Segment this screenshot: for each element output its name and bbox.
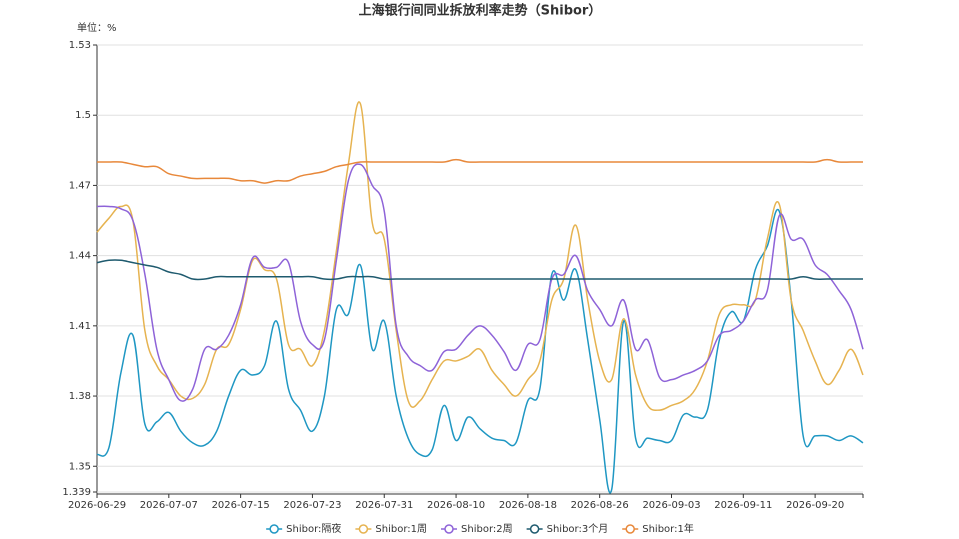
legend-label: Shibor:1年 [642, 522, 694, 535]
y-tick-label: 1.35 [69, 461, 91, 472]
legend-label: Shibor:隔夜 [286, 522, 341, 535]
x-tick-label: 2026-07-15 [212, 500, 270, 511]
legend-item: Shibor:1年 [622, 522, 694, 535]
series-line [96, 208, 864, 494]
legend-item: Shibor:1周 [355, 523, 427, 535]
series-line [96, 259, 863, 281]
x-tick-label: 2026-09-20 [786, 500, 844, 511]
y-tick-label: 1.44 [69, 251, 91, 262]
legend-item: Shibor:3个月 [526, 523, 609, 535]
legend-item: Shibor:隔夜 [266, 522, 341, 535]
legend-marker [625, 524, 635, 534]
series-line [96, 101, 864, 412]
legend-label: Shibor:2周 [461, 523, 513, 535]
legend-marker [444, 524, 454, 534]
x-tick-label: 2026-09-03 [642, 500, 700, 511]
y-tick-label: 1.47 [69, 180, 91, 191]
x-tick-label: 2026-07-07 [140, 500, 198, 511]
x-tick-label: 2026-07-23 [283, 500, 341, 511]
y-tick-label: 1.41 [69, 321, 91, 332]
y-tick-label: 1.339 [62, 487, 91, 498]
unit-label: 单位：% [77, 21, 117, 34]
x-tick-label: 2026-08-18 [499, 500, 557, 511]
legend: Shibor:隔夜 Shibor:1周 Shibor:2周 Shibor:3个月 Shi… [266, 522, 694, 535]
y-tick-label: 1.53 [69, 40, 91, 51]
legend-item: Shibor:2周 [441, 523, 513, 535]
series-line [96, 163, 864, 402]
x-tick-label: 2026-06-29 [68, 500, 126, 511]
legend-label: Shibor:1周 [375, 523, 427, 535]
y-tick-label: 1.5 [75, 110, 91, 121]
series-line [96, 158, 863, 184]
y-tick-label: 1.38 [69, 391, 91, 402]
legend-marker [358, 524, 369, 534]
legend-marker [269, 524, 279, 534]
x-tick-label: 2026-07-31 [355, 500, 413, 511]
x-tick-label: 2026-09-11 [714, 500, 772, 511]
legend-marker [529, 524, 540, 534]
x-tick-label: 2026-08-10 [427, 500, 485, 511]
chart-title: 上海银行间同业拆放利率走势（Shibor） [359, 3, 602, 19]
legend-label: Shibor:3个月 [547, 523, 609, 535]
x-tick-label: 2026-08-26 [571, 500, 629, 511]
